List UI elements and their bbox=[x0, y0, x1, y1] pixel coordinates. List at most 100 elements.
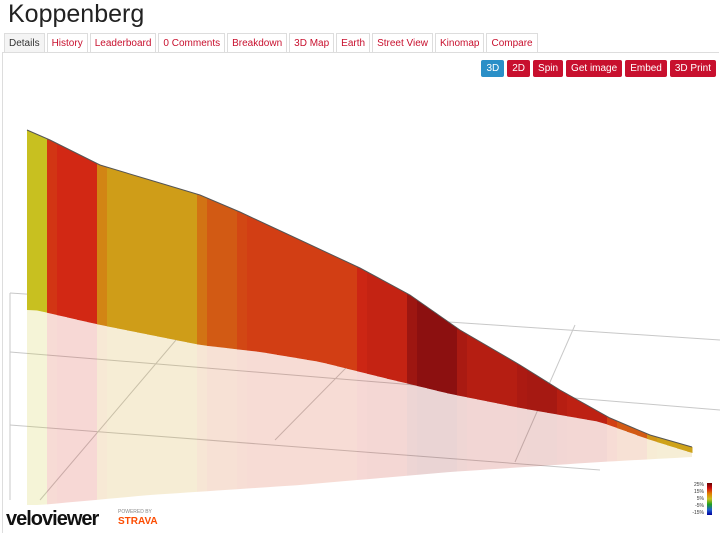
reflection-strip bbox=[267, 353, 277, 488]
button[interactable]: Spin bbox=[533, 60, 564, 77]
reflection-strip bbox=[147, 334, 157, 496]
wall-strip bbox=[167, 185, 178, 341]
wall-strip bbox=[157, 182, 168, 339]
reflection-strip bbox=[377, 376, 387, 479]
tab[interactable]: Kinomap bbox=[435, 33, 485, 53]
reflection-strip bbox=[557, 414, 567, 465]
wall-strip bbox=[127, 173, 138, 333]
wall-strip bbox=[47, 138, 58, 316]
partner-logo: STRAVA bbox=[118, 516, 158, 527]
reflection-strip bbox=[397, 381, 407, 477]
wall-strip bbox=[57, 143, 68, 318]
wall-strip bbox=[67, 148, 78, 320]
reflection-strip bbox=[47, 312, 57, 505]
reflection-strip bbox=[347, 368, 357, 481]
wall-strip bbox=[557, 388, 568, 417]
wall-strip bbox=[257, 219, 268, 354]
wall-strip bbox=[427, 306, 438, 391]
tab[interactable]: Street View bbox=[372, 33, 434, 53]
wall-strip bbox=[567, 393, 578, 418]
legend-label: -5% bbox=[695, 503, 704, 509]
reflection-strip bbox=[687, 451, 692, 458]
wall-strip bbox=[317, 247, 328, 364]
wall-strip bbox=[147, 179, 158, 337]
button[interactable]: Get image bbox=[566, 60, 623, 77]
wall-strip bbox=[657, 437, 668, 446]
reflection-strip bbox=[207, 345, 217, 492]
wall-strip bbox=[537, 375, 548, 413]
reflection-strip bbox=[157, 336, 167, 495]
reflection-strip bbox=[387, 378, 397, 478]
reflection-strip bbox=[577, 417, 587, 464]
reflection-strip bbox=[197, 344, 207, 492]
wall-strip bbox=[207, 197, 218, 347]
wall-strip bbox=[27, 130, 38, 311]
button[interactable]: 2D bbox=[507, 60, 531, 77]
tab[interactable]: 0 Comments bbox=[158, 33, 226, 53]
wall-strip bbox=[457, 327, 468, 398]
button-bar: 3D 2D Spin Get image Embed 3D Print bbox=[481, 60, 716, 77]
reflection-strip bbox=[127, 330, 137, 498]
wall-strip bbox=[407, 293, 418, 386]
wall-strip bbox=[387, 282, 398, 382]
tab[interactable]: Details bbox=[4, 33, 45, 53]
wall-strip bbox=[597, 410, 608, 425]
wall-strip bbox=[347, 261, 358, 372]
reflection-strip bbox=[77, 319, 87, 502]
legend-label: 5% bbox=[696, 496, 704, 502]
wall-strip bbox=[227, 206, 238, 350]
profile-line bbox=[26, 129, 693, 448]
tab[interactable]: 3D Map bbox=[289, 33, 335, 53]
reflection-strip bbox=[107, 326, 117, 499]
reflection-strip bbox=[117, 328, 127, 498]
tab-bar: Details History Leaderboard 0 Comments Break… bbox=[4, 33, 538, 53]
reflection-strip bbox=[357, 371, 367, 481]
wall-strip bbox=[477, 339, 488, 402]
reflection-strip bbox=[617, 428, 627, 462]
reflection-strip bbox=[407, 383, 417, 476]
reflection-strip bbox=[27, 310, 37, 505]
reflection-strip bbox=[587, 419, 597, 463]
reflection-strip bbox=[277, 354, 287, 487]
wall-strip bbox=[297, 238, 308, 360]
wall-strip bbox=[397, 287, 408, 384]
wall-strip bbox=[447, 320, 458, 396]
wall-strip bbox=[307, 243, 318, 362]
button[interactable]: 3D Print bbox=[669, 60, 716, 77]
legend-label: 25% bbox=[693, 482, 704, 488]
tab[interactable]: History bbox=[46, 33, 88, 53]
reflection-strip bbox=[247, 350, 257, 489]
reflection-strip bbox=[527, 409, 537, 467]
reflection-strip bbox=[457, 395, 467, 472]
tab[interactable]: Earth bbox=[336, 33, 371, 53]
wall-strip bbox=[97, 163, 108, 327]
reflection-strip bbox=[517, 407, 527, 468]
reflection-strip bbox=[257, 351, 267, 488]
tab[interactable]: Breakdown bbox=[227, 33, 288, 53]
reflection-strip bbox=[227, 348, 237, 490]
logo: veloviewer bbox=[6, 508, 99, 530]
wall-strip bbox=[577, 399, 588, 420]
wall-strip bbox=[267, 224, 278, 355]
reflection-strip bbox=[297, 358, 307, 486]
button[interactable]: Embed bbox=[625, 60, 667, 77]
reflection-strip bbox=[167, 338, 177, 494]
reflection-strip bbox=[187, 342, 197, 493]
button[interactable]: 3D bbox=[481, 60, 505, 77]
wall-strip bbox=[187, 191, 198, 345]
tab[interactable]: Leaderboard bbox=[89, 33, 157, 53]
wall-strip bbox=[107, 167, 118, 329]
tab[interactable]: Compare bbox=[486, 33, 538, 53]
reflection-strip bbox=[177, 340, 187, 494]
reflection-strip bbox=[637, 435, 647, 460]
reflection-strip bbox=[327, 363, 337, 483]
wall-strip bbox=[627, 425, 638, 436]
wall-strip bbox=[417, 299, 428, 389]
powered-by: POWERED BY bbox=[118, 509, 152, 515]
reflection-strip bbox=[657, 442, 667, 459]
wall-strip bbox=[327, 252, 338, 367]
wall-strip bbox=[687, 445, 693, 453]
legend-label: 15% bbox=[693, 489, 704, 495]
reflection-strip bbox=[597, 421, 607, 463]
wall-strip bbox=[377, 277, 388, 379]
